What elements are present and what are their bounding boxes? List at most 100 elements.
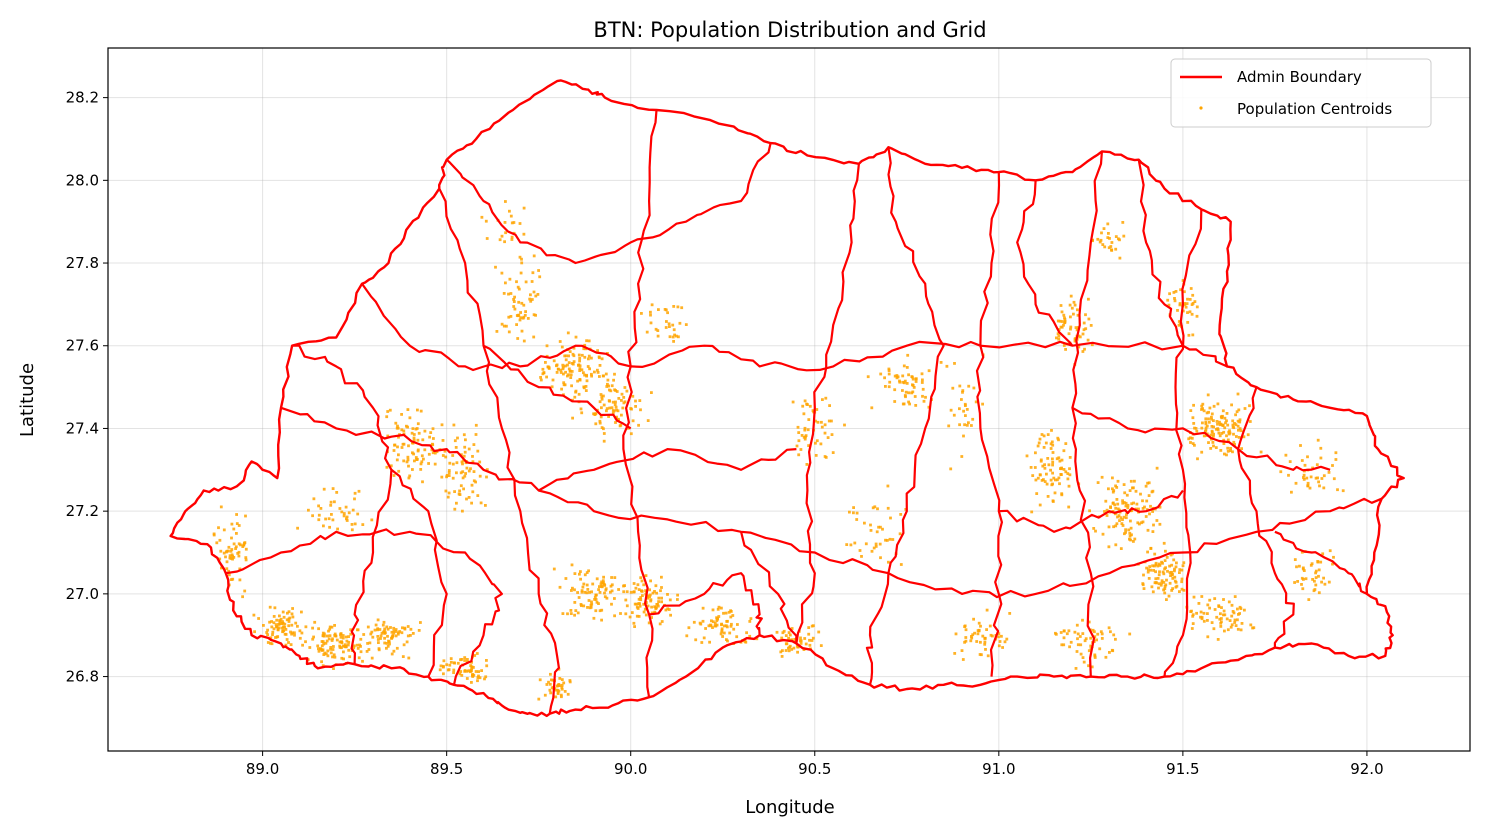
population-point [609,584,613,588]
population-point [1157,573,1161,577]
population-point [1069,315,1072,319]
population-point [1110,648,1114,652]
population-point [603,595,607,599]
population-point [567,367,571,371]
population-point [1166,569,1169,573]
population-point [587,339,591,343]
population-point [1237,436,1241,439]
population-point [1057,328,1061,331]
population-point [1219,625,1223,628]
population-point [1039,459,1043,463]
population-point [1222,430,1226,434]
population-point [402,643,406,647]
population-point [802,412,806,416]
population-point [792,646,796,650]
population-point [799,448,803,451]
population-point [572,346,576,350]
population-point [1204,420,1208,424]
population-point [558,684,562,687]
population-point [611,409,615,412]
population-point [814,419,817,423]
population-point [883,376,886,380]
population-point [665,320,668,323]
population-point [564,364,567,368]
population-point [577,364,580,367]
population-point [327,629,330,633]
population-point [470,501,473,505]
population-point [307,508,310,512]
population-point [593,595,597,599]
population-point [557,689,561,693]
population-point [684,323,688,326]
population-point [602,432,606,435]
population-point [1106,236,1110,239]
population-point [340,641,344,645]
population-point [389,464,393,468]
population-point [1195,429,1199,433]
population-point [607,399,611,402]
population-point [1151,510,1154,513]
population-point [887,369,891,372]
legend-box [1170,58,1432,128]
population-point [676,593,679,597]
population-point [296,526,299,530]
population-point [979,640,982,644]
population-point [1188,298,1192,301]
population-point [286,611,289,615]
population-point [1075,328,1079,332]
population-point [386,434,390,438]
population-point [1220,415,1224,419]
population-point [320,660,323,664]
population-point [1224,421,1227,425]
population-point [558,585,562,589]
population-point [470,681,473,684]
population-point [1220,620,1223,624]
population-point [311,637,315,641]
population-point [1117,514,1121,517]
population-point [564,358,568,362]
population-point [1068,645,1071,649]
population-point [1153,581,1157,585]
population-point [1181,279,1185,282]
population-point [1191,442,1195,445]
population-point [1090,665,1094,669]
population-point [1219,612,1222,616]
population-point [620,392,624,396]
population-point [977,621,981,625]
population-point [969,639,973,643]
population-point [290,623,294,627]
population-point [392,631,396,635]
population-point [975,640,979,643]
admin-boundary-line [1016,180,1074,347]
population-point [1003,640,1007,644]
population-point [353,491,357,495]
population-point [344,643,347,647]
population-point [1093,654,1097,658]
population-point [1331,562,1334,566]
population-point [1077,345,1081,349]
population-point [1081,332,1085,336]
population-point [984,648,987,651]
population-point [701,606,705,610]
population-point [1107,232,1110,235]
population-point [1246,433,1250,437]
population-point [1237,408,1241,412]
population-point [311,626,314,630]
population-point [385,625,389,629]
population-point [322,524,325,528]
population-point [985,608,989,612]
population-point [1234,413,1237,417]
population-point [420,454,424,458]
population-point [1114,235,1118,238]
population-point [1107,525,1111,529]
population-point [953,652,957,655]
population-point [460,453,463,457]
population-point [785,642,789,646]
population-point [1115,522,1119,526]
population-point [401,442,405,446]
population-point [1125,493,1129,497]
population-point [1170,589,1174,592]
x-tick-label: 92.0 [1350,760,1383,778]
population-point [732,627,736,631]
population-point [257,617,260,620]
